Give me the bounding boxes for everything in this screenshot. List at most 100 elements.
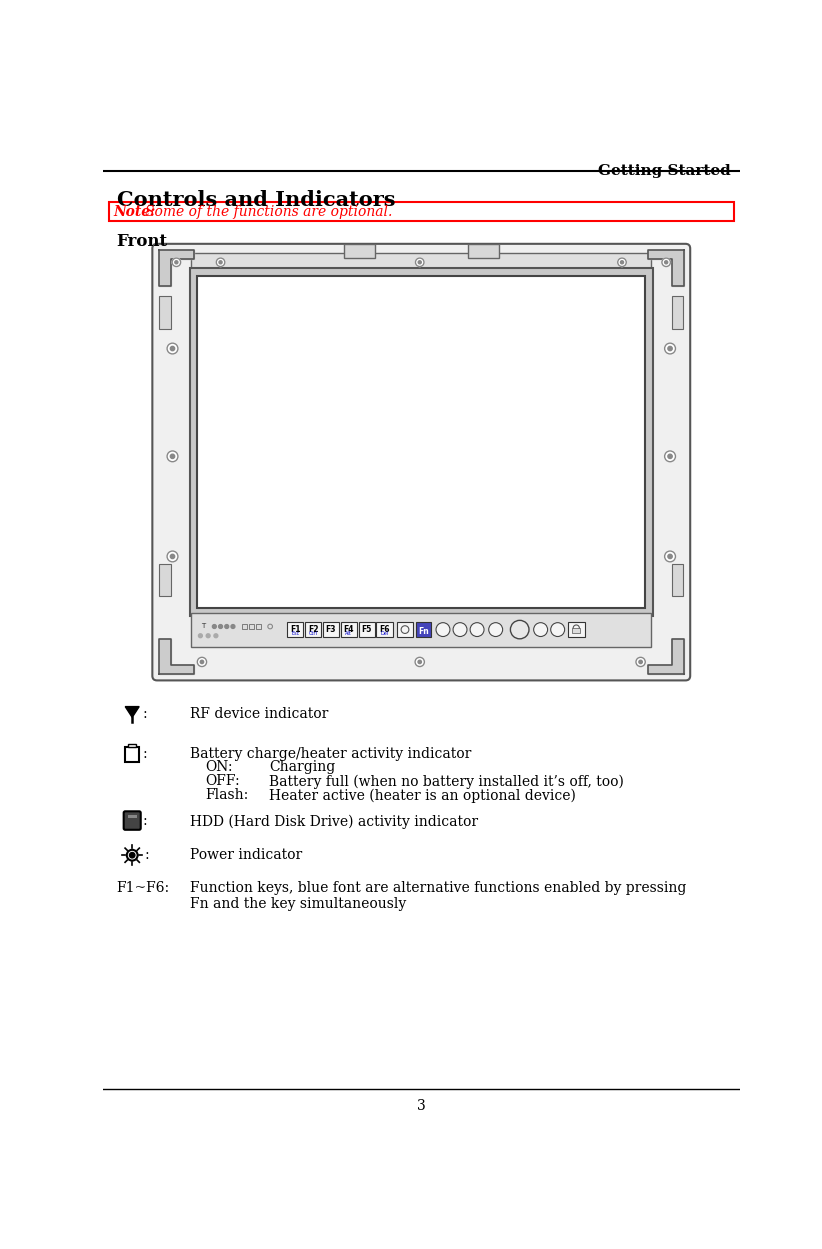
Circle shape	[668, 346, 672, 351]
Text: OFF:: OFF:	[205, 774, 240, 788]
Circle shape	[668, 555, 672, 558]
Circle shape	[436, 623, 450, 637]
Text: F1~F6:: F1~F6:	[117, 881, 170, 894]
Circle shape	[418, 661, 422, 663]
Circle shape	[533, 623, 547, 637]
Circle shape	[668, 455, 672, 458]
Bar	[376, 622, 393, 637]
Text: F4: F4	[344, 624, 354, 633]
Text: F6: F6	[379, 624, 390, 633]
Polygon shape	[125, 707, 139, 717]
Circle shape	[167, 451, 178, 462]
Circle shape	[489, 623, 502, 637]
Bar	[197, 276, 645, 608]
Circle shape	[453, 623, 467, 637]
Circle shape	[665, 343, 676, 353]
Bar	[323, 622, 339, 637]
Circle shape	[551, 623, 565, 637]
Bar	[190, 269, 653, 616]
Circle shape	[172, 259, 181, 266]
Circle shape	[167, 343, 178, 353]
Circle shape	[219, 624, 223, 628]
Text: F1: F1	[290, 624, 301, 633]
Bar	[397, 622, 413, 637]
Circle shape	[662, 259, 671, 266]
Text: Flash:: Flash:	[205, 788, 248, 802]
Bar	[287, 622, 303, 637]
Text: Del: Del	[381, 631, 389, 636]
Text: F3: F3	[326, 624, 336, 633]
Bar	[127, 816, 136, 818]
FancyBboxPatch shape	[123, 812, 141, 829]
Circle shape	[130, 853, 135, 858]
Circle shape	[167, 551, 178, 562]
Bar	[249, 624, 254, 628]
Circle shape	[170, 455, 174, 458]
Circle shape	[170, 555, 174, 558]
Bar	[191, 613, 652, 647]
Bar	[109, 202, 733, 221]
Bar	[416, 622, 432, 637]
Bar	[159, 565, 171, 597]
Circle shape	[201, 661, 204, 663]
Bar	[159, 296, 171, 328]
Text: Battery full (when no battery installed it’s off, too): Battery full (when no battery installed …	[270, 774, 624, 788]
Circle shape	[636, 657, 645, 667]
Text: :: :	[142, 814, 147, 828]
Text: Some of the functions are optional.: Some of the functions are optional.	[145, 205, 392, 220]
Bar	[242, 624, 247, 628]
Bar	[468, 244, 499, 257]
Text: Front: Front	[117, 234, 168, 250]
Circle shape	[170, 346, 174, 351]
Text: ON:: ON:	[205, 761, 233, 774]
Circle shape	[665, 451, 676, 462]
Bar	[128, 743, 136, 747]
Circle shape	[197, 657, 206, 667]
Text: Function keys, blue font are alternative functions enabled by pressing
Fn and th: Function keys, blue font are alternative…	[190, 881, 686, 911]
Circle shape	[224, 624, 229, 628]
Bar	[125, 747, 139, 762]
Text: :: :	[145, 848, 150, 862]
Text: Charging: Charging	[270, 761, 335, 774]
Bar	[344, 244, 375, 257]
Bar	[256, 624, 261, 628]
Bar	[572, 628, 580, 633]
Circle shape	[470, 623, 484, 637]
Circle shape	[206, 633, 210, 638]
Text: Power indicator: Power indicator	[190, 848, 302, 862]
Text: Getting Started: Getting Started	[598, 164, 731, 177]
Text: T: T	[201, 623, 206, 629]
Text: F5: F5	[362, 624, 372, 633]
Bar	[191, 254, 652, 271]
Bar	[672, 296, 683, 328]
FancyBboxPatch shape	[152, 244, 690, 681]
Text: Fn: Fn	[418, 627, 429, 636]
Circle shape	[219, 261, 222, 264]
Bar	[340, 622, 357, 637]
Polygon shape	[159, 638, 194, 674]
Circle shape	[665, 551, 676, 562]
Circle shape	[198, 633, 202, 638]
Circle shape	[231, 624, 235, 628]
Circle shape	[639, 661, 642, 663]
Circle shape	[415, 657, 424, 667]
Text: 3: 3	[417, 1099, 426, 1113]
Polygon shape	[649, 638, 684, 674]
Circle shape	[621, 261, 624, 264]
Circle shape	[415, 259, 424, 266]
Circle shape	[216, 259, 224, 266]
Bar	[358, 622, 375, 637]
Text: :: :	[142, 707, 147, 721]
Circle shape	[665, 261, 667, 264]
Text: Ctrl: Ctrl	[309, 631, 317, 636]
Circle shape	[212, 624, 216, 628]
Text: Controls and Indicators: Controls and Indicators	[117, 190, 395, 210]
Text: RF device indicator: RF device indicator	[190, 707, 328, 721]
Circle shape	[618, 259, 626, 266]
Text: Note:: Note:	[113, 205, 156, 220]
Text: Battery charge/heater activity indicator: Battery charge/heater activity indicator	[190, 747, 471, 761]
Text: HDD (Hard Disk Drive) activity indicator: HDD (Hard Disk Drive) activity indicator	[190, 814, 478, 828]
Circle shape	[510, 621, 529, 638]
Polygon shape	[159, 250, 194, 286]
Circle shape	[214, 633, 218, 638]
